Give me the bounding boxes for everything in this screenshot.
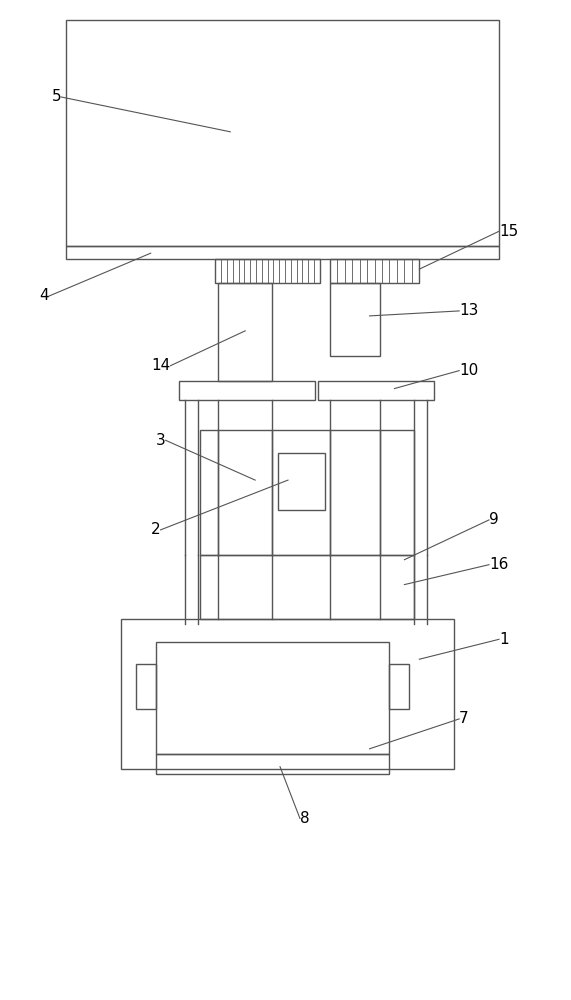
Text: 14: 14 xyxy=(151,358,171,373)
Text: 2: 2 xyxy=(151,522,160,537)
Bar xyxy=(200,430,415,555)
Bar xyxy=(136,664,156,709)
Text: 15: 15 xyxy=(499,224,518,239)
Text: 16: 16 xyxy=(489,557,508,572)
Text: 9: 9 xyxy=(489,512,498,527)
Bar xyxy=(330,283,380,356)
Bar xyxy=(121,619,454,769)
Text: 7: 7 xyxy=(459,711,469,726)
Text: 4: 4 xyxy=(39,288,49,303)
Bar xyxy=(156,754,389,774)
Bar xyxy=(156,642,389,754)
Text: 5: 5 xyxy=(51,89,61,104)
Bar xyxy=(278,453,325,510)
Text: 13: 13 xyxy=(459,303,478,318)
Bar xyxy=(318,381,435,400)
Bar xyxy=(218,283,272,381)
Bar xyxy=(389,664,409,709)
Text: 8: 8 xyxy=(300,811,309,826)
Bar xyxy=(66,246,499,259)
Text: 1: 1 xyxy=(499,632,509,647)
Text: 10: 10 xyxy=(459,363,478,378)
Bar xyxy=(215,259,320,283)
Bar xyxy=(330,259,419,283)
Bar xyxy=(179,381,315,400)
Bar xyxy=(66,20,499,246)
Text: 3: 3 xyxy=(156,433,166,448)
Bar xyxy=(200,555,415,619)
